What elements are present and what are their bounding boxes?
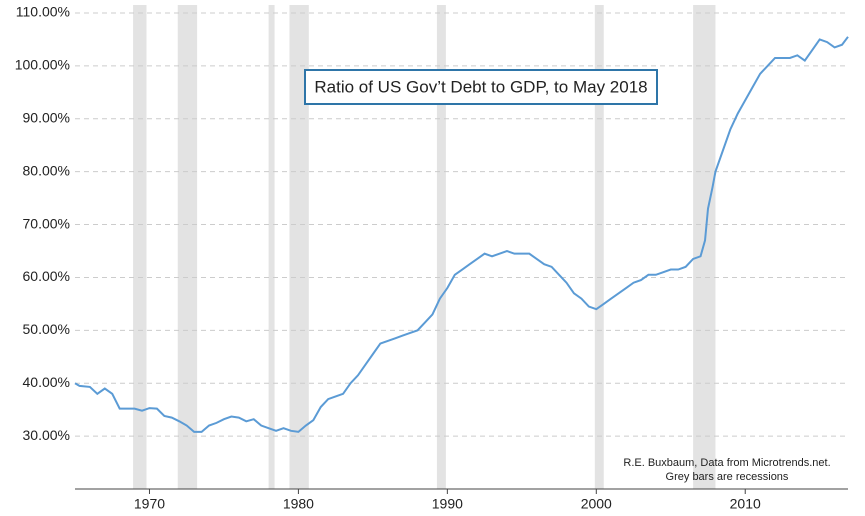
- data-line: [74, 36, 849, 433]
- y-tick-label: 100.00%: [15, 57, 70, 73]
- recession-bar: [693, 5, 716, 489]
- y-tick-label: 110.00%: [16, 4, 70, 20]
- y-tick-label: 40.00%: [23, 374, 70, 390]
- y-tick-label: 80.00%: [23, 162, 70, 178]
- y-tick-label: 60.00%: [23, 268, 70, 284]
- x-tick-label: 1980: [283, 496, 314, 512]
- recession-bar: [177, 5, 198, 489]
- recession-bar: [289, 5, 309, 489]
- x-tick-label: 2010: [730, 496, 761, 512]
- note: Grey bars are recessions: [666, 471, 789, 483]
- recession-bar: [268, 5, 275, 489]
- x-tick-label: 1970: [134, 496, 165, 512]
- recession-bar: [594, 5, 604, 489]
- recession-bar: [436, 5, 446, 489]
- chart-title: Ratio of US Gov’t Debt to GDP, to May 20…: [314, 77, 647, 96]
- x-tick-label: 1990: [432, 496, 463, 512]
- y-tick-label: 90.00%: [23, 109, 70, 125]
- y-tick-label: 50.00%: [23, 321, 70, 337]
- title-box: [304, 69, 658, 105]
- note: R.E. Buxbaum, Data from Microtrends.net.: [623, 457, 830, 469]
- x-tick-label: 2000: [581, 496, 612, 512]
- y-tick-label: 30.00%: [23, 427, 70, 443]
- recession-bar: [133, 5, 147, 489]
- y-tick-label: 70.00%: [23, 215, 70, 231]
